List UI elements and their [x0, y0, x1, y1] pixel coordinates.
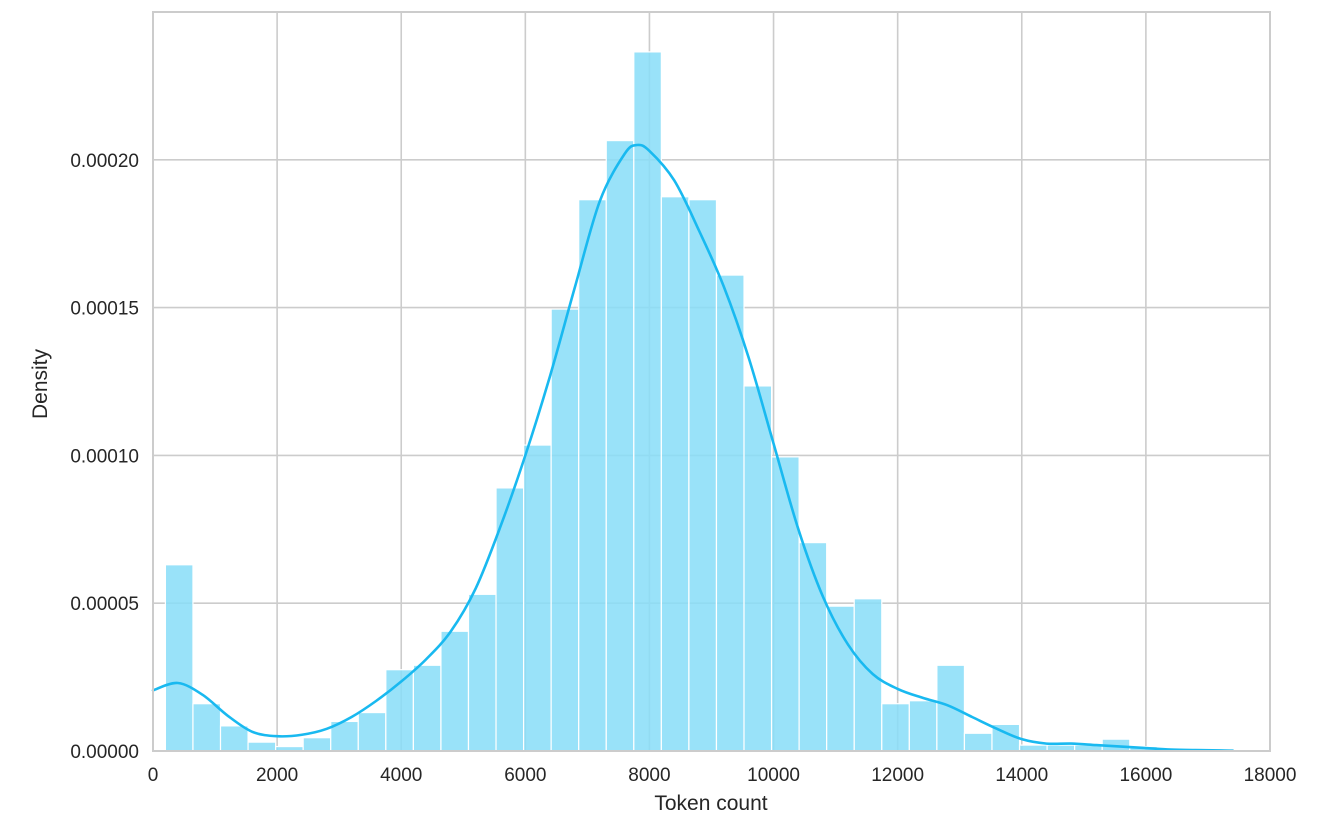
histogram-bar — [715, 274, 745, 752]
histogram-bar — [853, 598, 883, 752]
histogram-bar — [302, 737, 332, 752]
histogram-bar — [660, 196, 690, 752]
kde-line — [151, 143, 1235, 752]
histogram-bar — [467, 593, 497, 752]
histogram-bar — [550, 308, 580, 752]
x-tick-label: 10000 — [747, 765, 800, 786]
histogram-bar — [688, 199, 718, 752]
histogram-bar — [219, 725, 249, 752]
x-tick-label: 2000 — [256, 765, 298, 786]
x-tick-label: 14000 — [995, 765, 1048, 786]
histogram-bar — [881, 703, 910, 752]
histogram-bar — [908, 700, 938, 752]
y-tick-label: 0.00010 — [70, 446, 139, 467]
histogram-bar — [164, 564, 194, 752]
x-tick-label: 0 — [148, 765, 159, 786]
histogram-bar — [412, 664, 442, 752]
x-tick-label: 18000 — [1244, 765, 1297, 786]
histogram-bar — [522, 444, 552, 752]
histogram-bar — [247, 741, 277, 752]
y-tick-label: 0.00020 — [70, 151, 139, 172]
x-tick-labels: 0 2000 4000 6000 8000 10000 12000 14000 16000 180… — [148, 765, 1297, 786]
x-tick-label: 12000 — [871, 765, 924, 786]
x-tick-label: 8000 — [628, 765, 670, 786]
histogram-bar — [936, 664, 966, 752]
axes-frame — [152, 11, 1271, 752]
histogram-bar — [192, 703, 222, 752]
y-tick-label: 0.00000 — [70, 742, 139, 763]
histogram-bar — [440, 630, 470, 752]
x-axis-label: Token count — [654, 792, 767, 815]
x-tick-label: 4000 — [380, 765, 422, 786]
y-tick-label: 0.00005 — [70, 594, 139, 615]
histogram-bar — [963, 732, 993, 752]
kde-curve-layer — [151, 143, 1235, 752]
y-tick-labels: 0.00000 0.00005 0.00010 0.00015 0.00020 — [70, 151, 139, 763]
histogram-bar — [605, 139, 635, 752]
histogram-bar — [357, 711, 387, 752]
histogram-bar — [495, 487, 525, 752]
histogram-bar — [633, 51, 662, 752]
histogram-bars — [164, 51, 1214, 752]
x-tick-label: 16000 — [1119, 765, 1172, 786]
y-tick-label: 0.00015 — [70, 299, 139, 320]
x-tick-label: 6000 — [504, 765, 546, 786]
histogram-bar — [743, 385, 773, 752]
y-axis-label: Density — [29, 348, 52, 419]
histogram-bar — [826, 605, 855, 752]
histogram-bar — [770, 456, 800, 752]
histogram-bar — [578, 199, 607, 752]
